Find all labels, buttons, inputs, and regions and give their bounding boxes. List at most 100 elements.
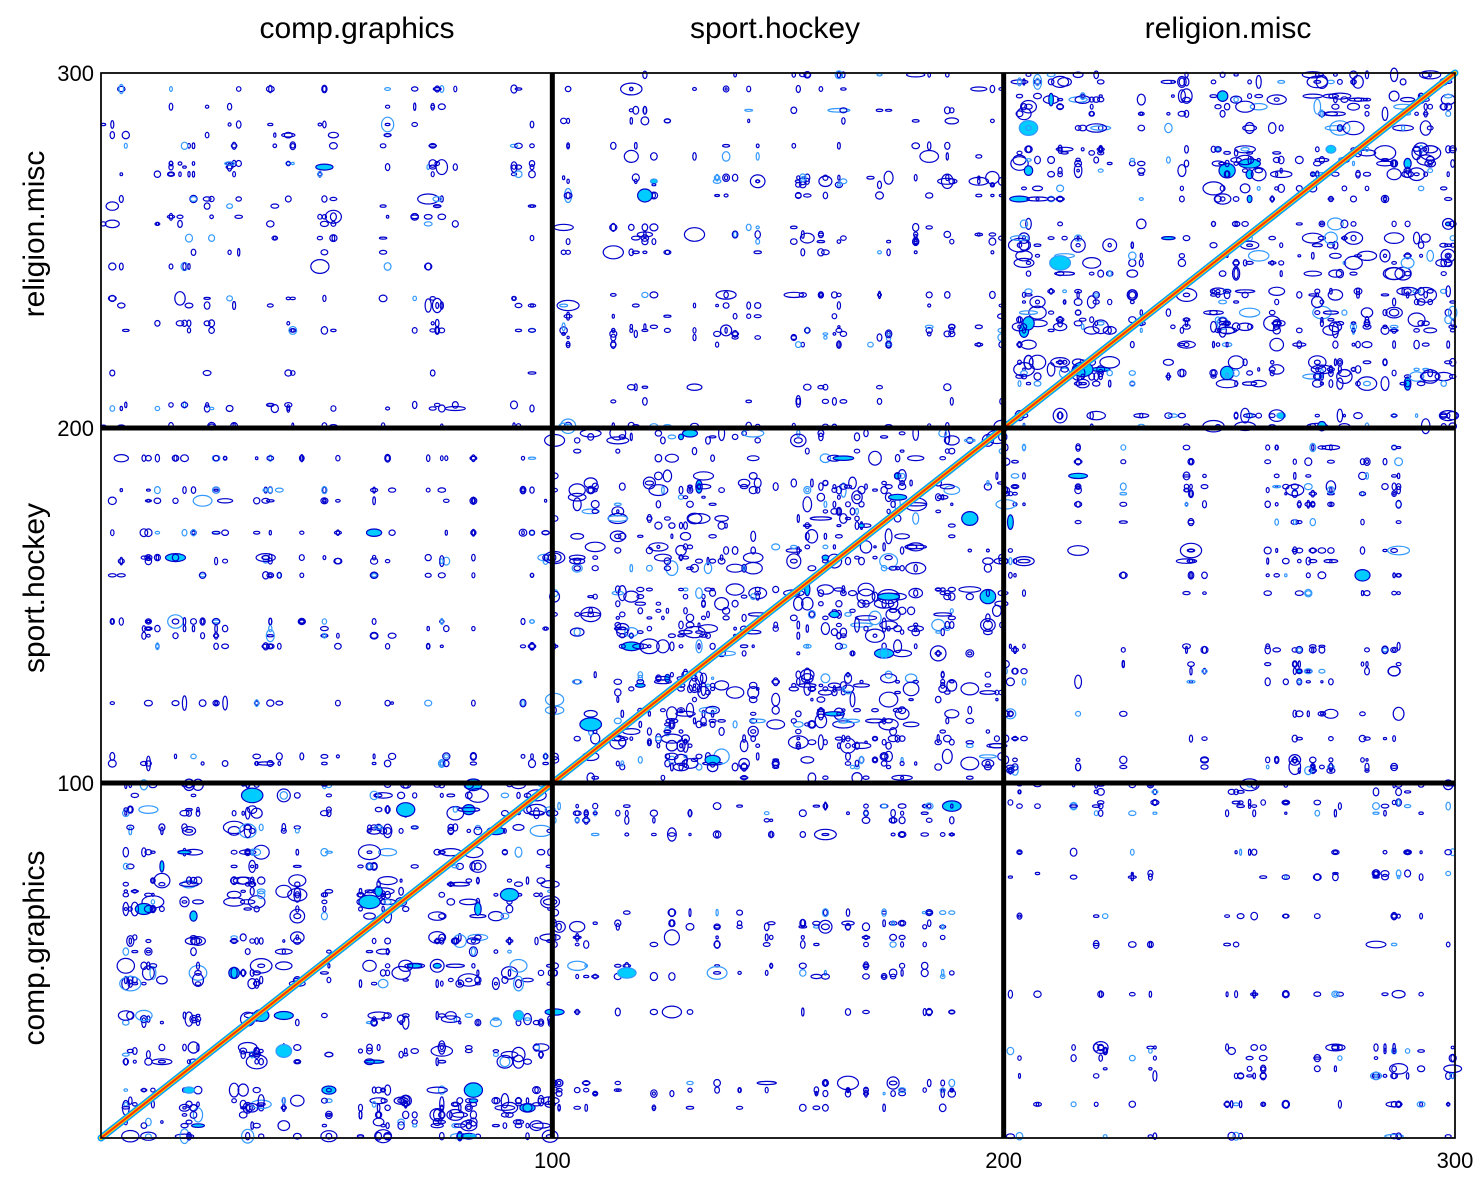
contour-mark xyxy=(256,888,266,895)
contour-mark xyxy=(1308,355,1327,370)
contour-mark xyxy=(371,887,395,896)
contour-mark xyxy=(1139,111,1144,116)
contour-mark xyxy=(1327,317,1335,322)
contour-mark xyxy=(892,639,903,654)
contour-mark xyxy=(1324,125,1347,131)
contour-mark xyxy=(1107,326,1112,334)
contour-mark xyxy=(1443,196,1453,202)
contour-mark xyxy=(299,752,305,761)
contour-mark xyxy=(369,487,379,493)
contour-mark xyxy=(493,892,499,897)
contour-mark xyxy=(948,1078,956,1088)
contour-mark xyxy=(380,1087,387,1093)
contour-mark xyxy=(499,887,520,902)
contour-mark xyxy=(718,487,725,494)
contour-mark xyxy=(374,793,383,798)
contour-mark xyxy=(574,935,581,940)
contour-mark xyxy=(1328,252,1342,259)
contour-mark xyxy=(410,86,419,92)
contour-mark xyxy=(1274,757,1279,763)
contour-mark xyxy=(1047,236,1055,241)
contour-mark xyxy=(1327,501,1335,508)
contour-mark xyxy=(1029,295,1046,309)
contour-mark xyxy=(803,485,812,495)
contour-mark xyxy=(254,937,260,945)
contour-mark xyxy=(753,314,762,319)
contour-mark xyxy=(1092,1040,1109,1054)
contour-mark xyxy=(1097,809,1104,818)
contour-mark xyxy=(194,969,202,976)
contour-mark xyxy=(221,643,230,650)
contour-mark xyxy=(225,404,234,413)
contour-mark xyxy=(270,403,279,414)
contour-mark xyxy=(450,1101,460,1108)
contour-mark xyxy=(900,969,904,977)
contour-mark xyxy=(521,530,525,536)
contour-mark xyxy=(181,319,188,327)
contour-mark xyxy=(1269,337,1285,352)
contour-mark xyxy=(320,892,329,898)
contour-mark xyxy=(914,761,918,766)
contour-mark xyxy=(529,572,535,579)
contour-mark xyxy=(592,1090,599,1097)
contour-mark xyxy=(1337,1099,1343,1109)
contour-mark xyxy=(126,863,135,870)
x-tick-label: 100 xyxy=(534,1148,571,1173)
contour-mark xyxy=(458,1020,462,1025)
contour-mark xyxy=(663,516,671,521)
contour-mark xyxy=(536,848,546,856)
contour-mark xyxy=(254,760,259,767)
contour-mark xyxy=(692,683,697,688)
contour-mark xyxy=(168,402,174,408)
contour-mark xyxy=(1278,260,1285,266)
contour-mark xyxy=(1448,357,1457,367)
contour-mark xyxy=(769,818,774,823)
contour-mark xyxy=(442,759,450,768)
contour-mark xyxy=(663,249,672,255)
contour-mark xyxy=(614,919,622,928)
contour-mark xyxy=(583,974,590,979)
left-label-comp-graphics: comp.graphics xyxy=(18,850,51,1045)
contour-mark xyxy=(647,739,652,745)
contour-mark xyxy=(1018,232,1030,244)
contour-mark xyxy=(795,670,802,680)
contour-mark xyxy=(118,617,125,626)
contour-mark xyxy=(563,313,573,319)
contour-mark xyxy=(798,924,808,929)
contour-mark xyxy=(921,910,928,915)
plot-frame xyxy=(100,72,1456,1139)
contour-mark xyxy=(166,171,176,178)
contour-mark xyxy=(327,962,331,969)
contour-mark xyxy=(439,1044,444,1051)
contour-mark xyxy=(796,546,801,555)
contour-mark xyxy=(1318,220,1326,228)
contour-mark xyxy=(1184,645,1189,655)
contour-mark xyxy=(265,85,275,93)
contour-mark xyxy=(139,528,149,538)
contour-mark xyxy=(1268,309,1276,316)
contour-mark xyxy=(798,292,808,298)
contour-mark xyxy=(243,907,253,911)
contour-mark xyxy=(439,980,444,987)
contour-mark xyxy=(631,250,640,255)
contour-mark xyxy=(843,484,853,489)
contour-mark xyxy=(1028,305,1047,320)
contour-mark xyxy=(862,599,870,608)
contour-mark xyxy=(128,826,133,836)
contour-mark xyxy=(141,965,155,981)
contour-mark xyxy=(1360,518,1365,526)
contour-mark xyxy=(922,1087,928,1093)
contour-mark xyxy=(493,981,498,986)
contour-mark xyxy=(755,743,761,749)
contour-mark xyxy=(1176,75,1187,88)
contour-mark xyxy=(592,802,599,810)
contour-mark xyxy=(447,881,454,888)
contour-mark xyxy=(939,483,955,490)
contour-mark xyxy=(663,118,672,124)
contour-mark xyxy=(659,708,666,713)
contour-mark xyxy=(279,791,289,800)
contour-mark xyxy=(214,700,219,706)
contour-mark xyxy=(231,141,237,150)
contour-mark xyxy=(1235,154,1255,166)
contour-mark xyxy=(321,485,328,495)
